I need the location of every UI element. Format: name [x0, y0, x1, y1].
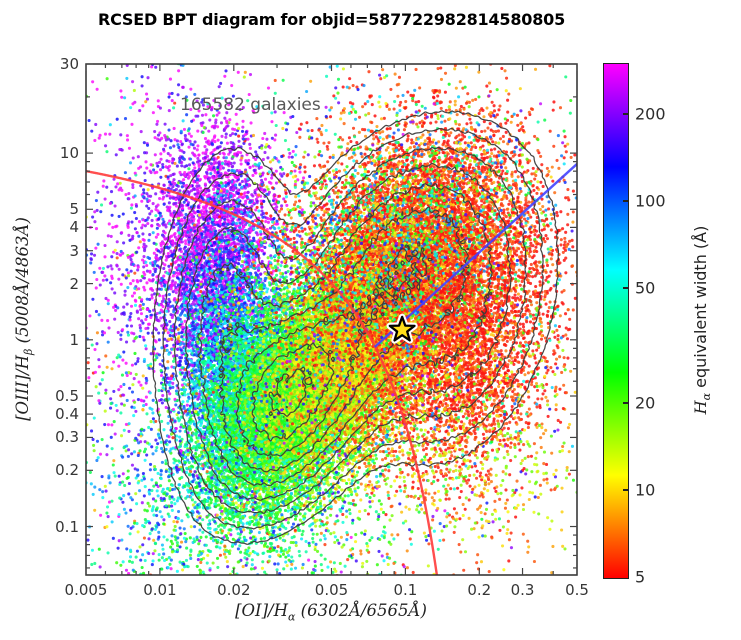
- colorbar-axis-label: Hα equivalent width (Å): [691, 226, 713, 415]
- y-tick-label: 0.5: [55, 387, 79, 405]
- colorbar-gradient: [603, 63, 629, 579]
- colorbar-label-post: equivalent width (Å): [690, 225, 710, 393]
- y-tick-label: 4: [69, 218, 79, 237]
- y-axis-label-post: (5008Å/4863Å): [12, 217, 32, 349]
- x-tick-label: 0.1: [393, 581, 418, 599]
- y-tick-label: 2: [69, 274, 79, 293]
- x-axis-label: [OI]/Hα (6302Å/6565Å): [235, 601, 427, 623]
- x-tick-label: 0.2: [467, 581, 492, 599]
- x-tick-label: 0.02: [217, 581, 251, 599]
- colorbar-tick: [623, 401, 628, 404]
- colorbar-tick-label: 20: [635, 393, 656, 413]
- y-tick-label: 0.3: [55, 428, 79, 447]
- y-axis-label-sub: β: [22, 348, 36, 355]
- x-tick-label: 0.5: [565, 581, 589, 599]
- y-tick-label: 1: [69, 330, 79, 349]
- colorbar-tick: [623, 488, 628, 491]
- colorbar-tick-label: 50: [635, 278, 656, 298]
- colorbar-label-sub: α: [700, 392, 714, 401]
- colorbar-tick: [623, 286, 628, 289]
- y-tick-label: 5: [69, 200, 79, 219]
- galaxy-count-annotation: 165582 galaxies: [180, 95, 321, 115]
- y-tick-label: 0.2: [55, 461, 79, 480]
- x-tick-label: 0.005: [64, 581, 108, 599]
- y-tick-label: 30: [59, 55, 79, 73]
- colorbar-tick-label: 100: [635, 191, 666, 211]
- colorbar-label-pre: H: [690, 400, 710, 415]
- colorbar-tick: [623, 112, 628, 115]
- y-axis-label-pre: [OIII]/H: [12, 354, 32, 421]
- y-axis-label: [OIII]/Hβ (5008Å/4863Å): [13, 217, 35, 421]
- y-tick-label: 10: [59, 144, 79, 163]
- y-tick-label: 0.1: [55, 517, 79, 536]
- x-axis-label-post: (6302Å/6565Å): [295, 601, 427, 620]
- colorbar-tick-label: 200: [635, 104, 666, 124]
- x-tick-label: 0.05: [314, 581, 349, 599]
- figure-title: RCSED BPT diagram for objid=587722982814…: [97, 10, 566, 29]
- colorbar-tick: [623, 199, 628, 202]
- x-axis-label-sub: α: [287, 610, 296, 624]
- x-tick-label: 0.01: [143, 581, 177, 599]
- colorbar-tick-label: 5: [635, 567, 646, 587]
- x-axis-label-pre: [OI]/H: [235, 601, 288, 620]
- x-tick-label: 0.3: [510, 581, 535, 599]
- y-tick-label: 3: [69, 241, 79, 260]
- y-tick-label: 0.4: [55, 405, 79, 424]
- colorbar-tick-label: 10: [635, 480, 656, 500]
